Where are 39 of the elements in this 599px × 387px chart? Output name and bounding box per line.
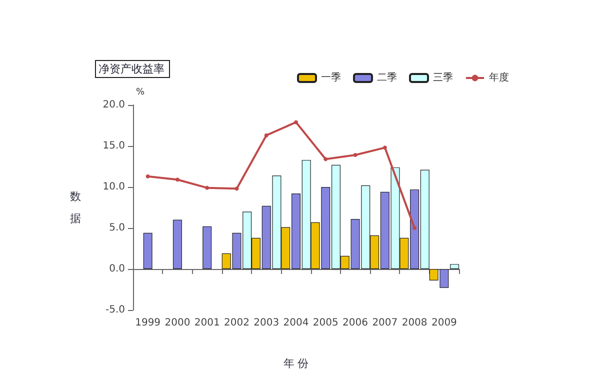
x-tick-label: 2009 <box>431 318 457 328</box>
bar <box>202 226 212 269</box>
bar <box>450 264 460 269</box>
point <box>264 133 268 138</box>
bar <box>172 220 182 269</box>
y-tick-label: 15.0 <box>102 140 125 152</box>
y-tick-label: 5.0 <box>109 222 125 234</box>
x-tick-label: 1999 <box>135 318 161 328</box>
point <box>146 174 150 178</box>
x-tick-label: 2008 <box>402 318 428 328</box>
point <box>234 186 239 191</box>
y-tick-label: -5.0 <box>105 304 125 316</box>
x-tick-label: 2000 <box>164 318 190 328</box>
point <box>294 120 298 124</box>
point <box>353 153 358 158</box>
legend-label: 三季 <box>433 72 453 84</box>
x-tick-label: 2007 <box>372 318 398 328</box>
x-axis-title: 年 份 <box>283 357 309 370</box>
bar <box>143 232 152 269</box>
text: % <box>136 88 145 98</box>
y-tick-label: 0.0 <box>109 264 125 274</box>
y-tick-label: 20.0 <box>102 100 125 110</box>
legend-label: 年度 <box>489 72 509 84</box>
chart-title: 净资产收益率 <box>98 62 164 76</box>
x-tick-label: 2002 <box>224 318 250 328</box>
point <box>205 186 210 190</box>
y-tick-label: 10.0 <box>102 182 125 192</box>
legend-label: 二季 <box>377 72 397 84</box>
point <box>382 146 387 150</box>
point <box>175 178 180 182</box>
x-tick-label: 2006 <box>342 318 368 328</box>
x-tick-label: 2004 <box>283 318 309 328</box>
x-tick-label: 2005 <box>312 318 338 328</box>
x-tick-label: 2003 <box>254 318 280 328</box>
x-tick-label: 2001 <box>194 318 220 328</box>
point <box>324 157 328 162</box>
y-axis-title: 数据 <box>70 190 81 225</box>
legend-label: 一季 <box>321 72 341 84</box>
point <box>412 226 417 230</box>
